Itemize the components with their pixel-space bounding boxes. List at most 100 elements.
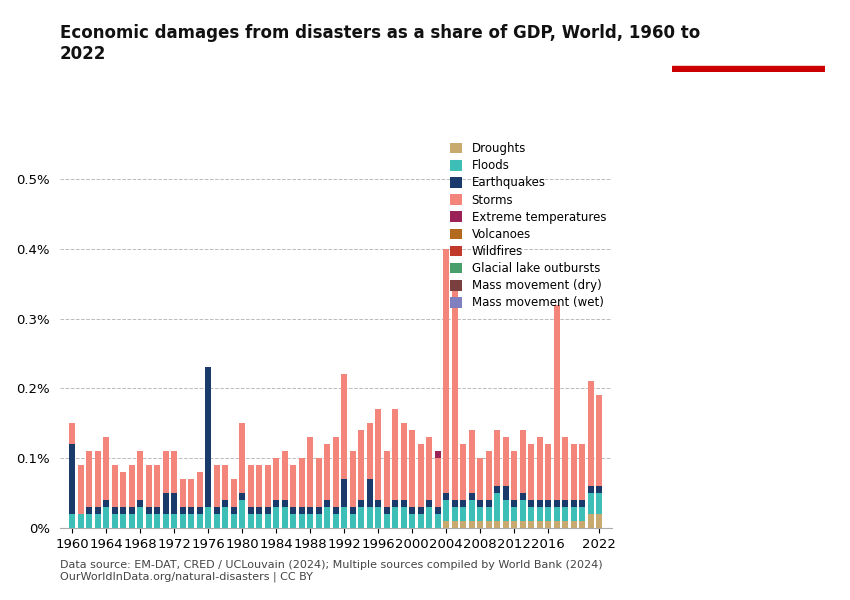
Bar [87, 451, 93, 507]
Bar [384, 451, 390, 507]
Text: Our World: Our World [718, 35, 778, 44]
Bar [163, 451, 169, 493]
Bar [197, 472, 203, 507]
Bar [316, 458, 322, 507]
Bar [189, 479, 195, 507]
Bar [554, 305, 560, 500]
Bar [316, 507, 322, 514]
Bar [503, 486, 509, 500]
Bar [121, 514, 127, 528]
Bar [520, 500, 526, 521]
Bar [282, 507, 288, 528]
Bar [520, 430, 526, 493]
Bar [486, 521, 492, 528]
Bar [274, 500, 280, 507]
Bar [597, 395, 603, 486]
Bar [240, 500, 246, 528]
Bar [248, 507, 254, 514]
Bar [95, 507, 101, 514]
Bar [155, 465, 161, 507]
Bar [291, 465, 297, 507]
Bar [78, 514, 84, 528]
Bar [461, 507, 467, 521]
Bar [223, 500, 229, 507]
Bar [172, 451, 178, 493]
Bar [520, 521, 526, 528]
Bar [214, 514, 220, 528]
Bar [529, 507, 535, 521]
Bar [435, 451, 441, 458]
Bar [588, 382, 594, 486]
Bar [478, 521, 484, 528]
Bar [248, 514, 254, 528]
Bar [325, 507, 331, 528]
Bar [393, 500, 399, 507]
Bar [580, 521, 586, 528]
Bar [214, 465, 220, 507]
Bar [537, 500, 543, 507]
Bar [401, 500, 407, 507]
Bar [478, 458, 484, 500]
Bar [512, 451, 518, 500]
Bar [265, 514, 271, 528]
Bar [87, 507, 93, 514]
Bar [410, 430, 416, 507]
Bar [503, 437, 509, 486]
Bar [546, 507, 552, 521]
Bar [129, 514, 135, 528]
Bar [231, 514, 237, 528]
Bar [529, 521, 535, 528]
Bar [367, 507, 373, 528]
Bar [333, 437, 339, 507]
Bar [418, 444, 424, 507]
Bar [231, 507, 237, 514]
Bar [70, 444, 76, 514]
Bar [359, 507, 365, 528]
Bar [512, 500, 518, 507]
Bar [418, 514, 424, 528]
Bar [512, 521, 518, 528]
Bar [155, 507, 161, 514]
Bar [223, 465, 229, 500]
Bar [537, 437, 543, 500]
Bar [231, 479, 237, 507]
Bar [580, 500, 586, 507]
Bar [537, 507, 543, 521]
Bar [291, 514, 297, 528]
Bar [104, 507, 110, 528]
Bar [129, 465, 135, 507]
Bar [376, 507, 382, 528]
Bar [503, 500, 509, 521]
Bar [308, 507, 314, 514]
Bar [257, 514, 263, 528]
Bar [597, 486, 603, 493]
Bar [104, 437, 110, 500]
Bar [529, 444, 535, 500]
Bar [197, 507, 203, 514]
Bar [435, 507, 441, 514]
Bar [563, 521, 569, 528]
Bar [138, 507, 144, 528]
Bar [452, 290, 458, 500]
Bar [452, 521, 458, 528]
Bar [129, 507, 135, 514]
Bar [155, 514, 161, 528]
Bar [444, 493, 450, 500]
Bar [299, 458, 305, 507]
Bar [274, 458, 280, 500]
Bar [206, 507, 212, 528]
Bar [418, 507, 424, 514]
Bar [486, 507, 492, 521]
Bar [478, 500, 484, 507]
Bar [197, 514, 203, 528]
Bar [112, 465, 118, 507]
Text: in Data: in Data [727, 55, 769, 65]
Bar [520, 493, 526, 500]
Bar [571, 500, 577, 507]
Bar [163, 514, 169, 528]
Bar [146, 507, 152, 514]
Bar [248, 465, 254, 507]
Bar [435, 514, 441, 528]
Bar [206, 367, 212, 507]
Bar [452, 507, 458, 521]
